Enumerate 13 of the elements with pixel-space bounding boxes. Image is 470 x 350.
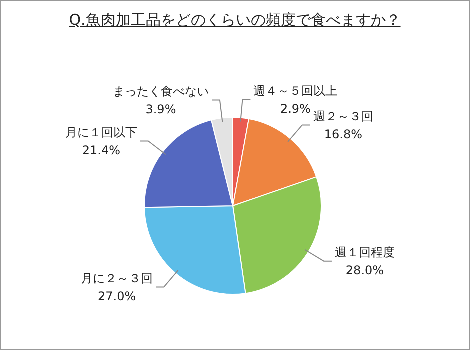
data-label: 16.8% — [324, 127, 362, 142]
slice-label: 週２～３回 — [313, 109, 374, 124]
slice-label: 月に１回以下 — [65, 125, 138, 140]
chart-title: Q.魚肉加工品をどのくらいの頻度で食べますか？ — [69, 11, 401, 29]
data-label: 21.4% — [82, 143, 121, 158]
slice-label: 週１回程度 — [334, 245, 395, 260]
slice-label: まったく食べない — [112, 84, 209, 98]
data-label: 27.0% — [98, 289, 136, 304]
data-label: 28.0% — [346, 263, 384, 278]
data-label: 2.9% — [280, 102, 311, 116]
slice-label: 週４～５回以上 — [254, 84, 338, 98]
slice-label: 月に２～３回 — [81, 271, 154, 286]
data-label: 3.9% — [146, 102, 176, 116]
